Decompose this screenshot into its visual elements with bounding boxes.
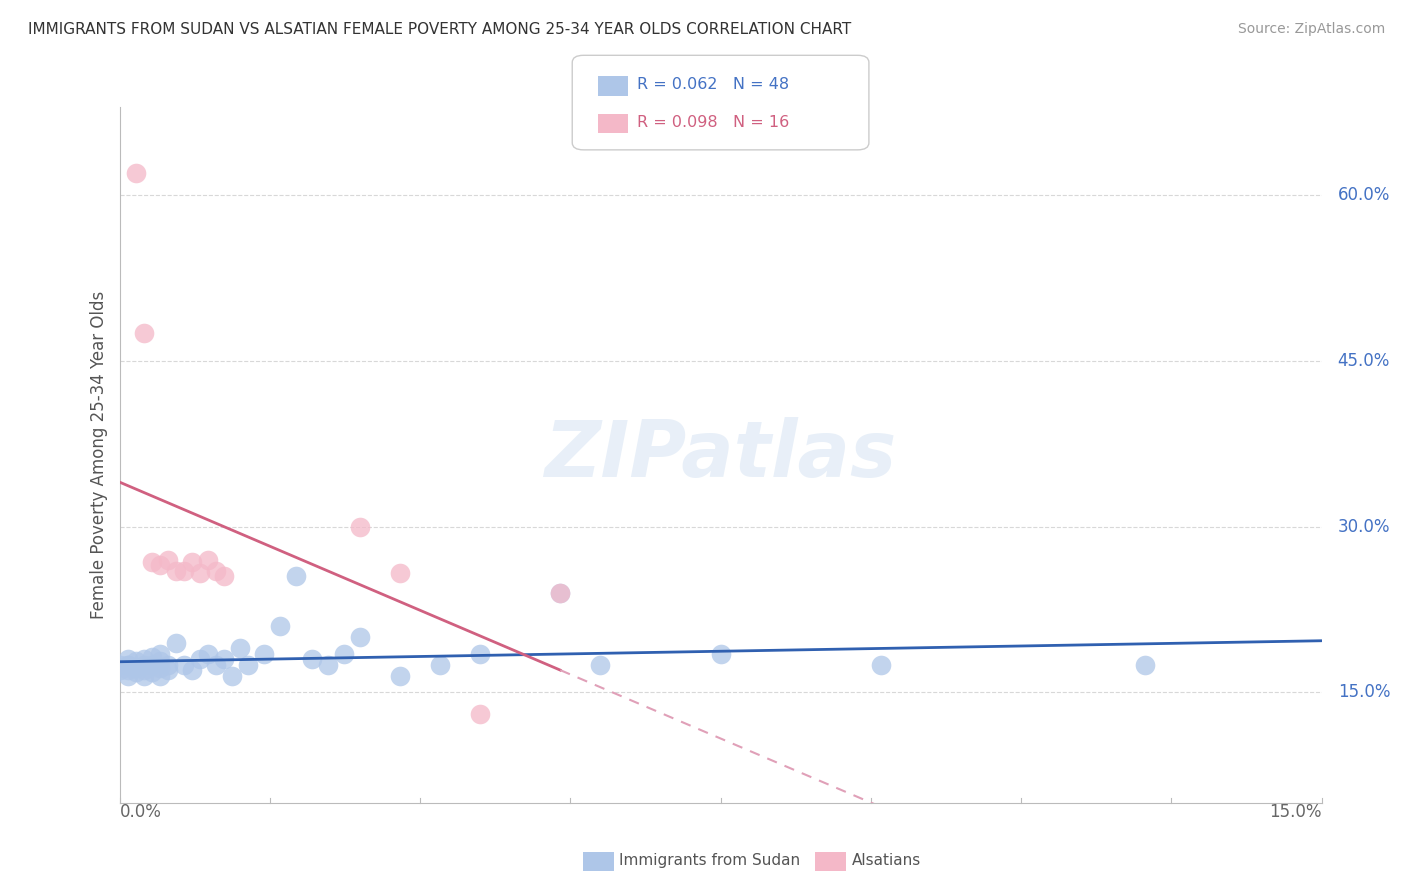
Point — [180, 663, 202, 677]
Point — [197, 553, 219, 567]
Point — [468, 647, 492, 661]
Text: ZIPatlas: ZIPatlas — [544, 417, 897, 493]
Point — [333, 647, 356, 661]
Point — [141, 665, 163, 680]
Point — [132, 326, 155, 341]
Point — [221, 669, 243, 683]
Point — [149, 647, 172, 661]
Y-axis label: Female Poverty Among 25-34 Year Olds: Female Poverty Among 25-34 Year Olds — [90, 291, 108, 619]
Point — [149, 661, 172, 675]
Point — [869, 657, 893, 672]
Point — [269, 619, 291, 633]
Point — [149, 669, 172, 683]
Point — [132, 669, 155, 683]
Point — [1135, 657, 1157, 672]
Point — [204, 657, 226, 672]
Point — [173, 564, 195, 578]
Point — [228, 641, 252, 656]
Text: Alsatians: Alsatians — [852, 854, 921, 868]
Point — [124, 661, 146, 675]
Point — [188, 566, 211, 580]
Point — [117, 657, 139, 672]
Point — [117, 652, 139, 666]
Point — [156, 663, 179, 677]
Point — [349, 519, 371, 533]
Point — [108, 663, 131, 677]
Point — [117, 669, 139, 683]
Point — [349, 630, 371, 644]
Point — [709, 647, 731, 661]
Point — [149, 655, 172, 669]
Point — [117, 663, 139, 677]
Text: 45.0%: 45.0% — [1337, 352, 1391, 370]
Point — [141, 657, 163, 672]
Text: 15.0%: 15.0% — [1270, 803, 1322, 821]
Text: 15.0%: 15.0% — [1337, 683, 1391, 701]
Point — [156, 657, 179, 672]
Point — [197, 647, 219, 661]
Point — [550, 586, 572, 600]
Point — [316, 657, 339, 672]
Point — [124, 655, 146, 669]
Point — [141, 555, 163, 569]
Point — [236, 657, 259, 672]
Point — [388, 566, 412, 580]
Text: R = 0.062   N = 48: R = 0.062 N = 48 — [637, 78, 789, 93]
Point — [212, 652, 235, 666]
Point — [165, 564, 187, 578]
Point — [149, 558, 172, 573]
Text: 0.0%: 0.0% — [120, 803, 162, 821]
Point — [550, 586, 572, 600]
Point — [108, 657, 131, 672]
Point — [132, 663, 155, 677]
Point — [156, 553, 179, 567]
Point — [253, 647, 276, 661]
Point — [188, 652, 211, 666]
Point — [388, 669, 412, 683]
Point — [124, 166, 146, 180]
Text: R = 0.098   N = 16: R = 0.098 N = 16 — [637, 115, 789, 130]
Point — [589, 657, 612, 672]
Point — [132, 652, 155, 666]
Point — [212, 569, 235, 583]
Point — [132, 657, 155, 672]
Point — [165, 635, 187, 649]
Point — [173, 657, 195, 672]
Point — [301, 652, 323, 666]
Text: IMMIGRANTS FROM SUDAN VS ALSATIAN FEMALE POVERTY AMONG 25-34 YEAR OLDS CORRELATI: IMMIGRANTS FROM SUDAN VS ALSATIAN FEMALE… — [28, 22, 852, 37]
Point — [124, 665, 146, 680]
Text: Immigrants from Sudan: Immigrants from Sudan — [619, 854, 800, 868]
Point — [117, 657, 139, 672]
Text: 30.0%: 30.0% — [1337, 517, 1391, 536]
Point — [468, 707, 492, 722]
Text: Source: ZipAtlas.com: Source: ZipAtlas.com — [1237, 22, 1385, 37]
Point — [180, 555, 202, 569]
Point — [429, 657, 451, 672]
Point — [204, 564, 226, 578]
Point — [141, 650, 163, 665]
Point — [284, 569, 307, 583]
Text: 60.0%: 60.0% — [1337, 186, 1391, 204]
